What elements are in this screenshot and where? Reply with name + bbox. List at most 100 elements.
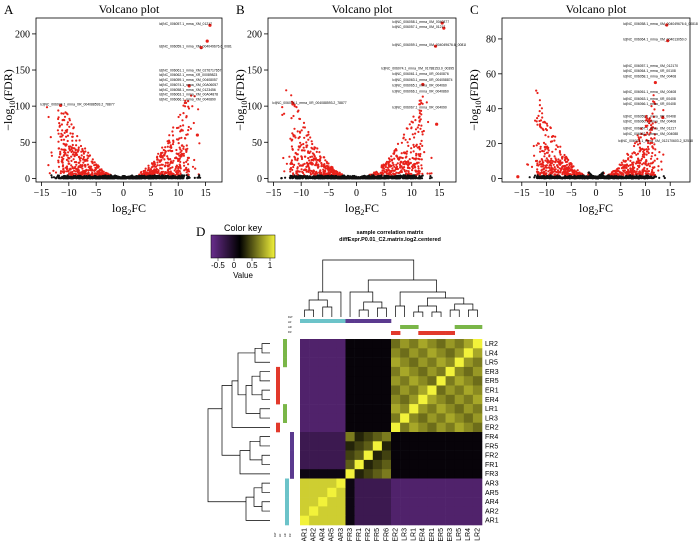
volcano-c-point — [549, 160, 551, 162]
volcano-a-point — [139, 177, 141, 179]
volcano-a-point — [197, 108, 199, 110]
volcano-a-point — [157, 176, 159, 178]
volcano-b-point — [407, 145, 409, 147]
volcano-b-point — [323, 156, 325, 158]
volcano-b-point — [314, 164, 316, 166]
volcano-a-point — [82, 162, 84, 164]
volcano-a-point — [153, 161, 155, 163]
volcano-b-point — [420, 113, 422, 115]
volcano-a-point — [177, 139, 179, 141]
volcano-c-point — [555, 168, 557, 170]
volcano-b-point — [346, 176, 348, 178]
volcano-a-title: Volcano plot — [99, 2, 160, 16]
volcano-b-point — [307, 139, 309, 141]
volcano-a-point — [77, 149, 79, 151]
volcano-c-gene-label: lcl|NC_006066.1_mrna_XR_00408 — [623, 102, 676, 106]
volcano-b-gene-label: lcl|NC_006065.1_mrna_XR_004060 — [392, 84, 447, 88]
volcano-b-point — [410, 127, 412, 129]
volcano-a-point — [65, 176, 67, 178]
volcano-c-gene-label: lcl|NC_006061.1_mrna_XM_00408 — [623, 90, 676, 94]
volcano-a-point — [192, 166, 194, 168]
volcano-b-point — [311, 156, 313, 158]
volcano-b-point — [403, 134, 405, 136]
volcano-c-point — [637, 143, 639, 145]
volcano-c-point — [622, 176, 624, 178]
volcano-a-point — [57, 141, 59, 143]
volcano-b-point — [322, 169, 324, 171]
volcano-a-point — [67, 140, 69, 142]
volcano-a-x-tick-label: 15 — [201, 188, 211, 199]
volcano-a-point — [87, 169, 89, 171]
volcano-a-point — [78, 169, 80, 171]
volcano-c-point — [651, 152, 653, 154]
volcano-a-point — [73, 158, 75, 160]
volcano-c-point — [645, 170, 647, 172]
volcano-b-point — [406, 128, 408, 130]
volcano-b-point — [413, 146, 415, 148]
volcano-c-point — [653, 94, 655, 96]
volcano-a-point — [80, 171, 82, 173]
volcano-c-point — [536, 168, 538, 170]
volcano-b-point — [298, 118, 300, 120]
volcano-c-point — [559, 171, 561, 173]
volcano-c-point — [570, 166, 572, 168]
volcano-b-point — [409, 158, 411, 160]
volcano-a-point — [68, 157, 70, 159]
volcano-c-point — [654, 160, 656, 162]
volcano-a-point — [71, 151, 73, 153]
volcano-c-point — [626, 167, 628, 169]
volcano-a-point — [61, 123, 63, 125]
volcano-a-point — [163, 158, 165, 160]
volcano-b-point — [418, 117, 420, 119]
volcano-a-point — [179, 161, 181, 163]
volcano-a-gene-label: lcl|NC_006063.1_mrna_XM_00A04878 — [159, 92, 218, 96]
volcano-c-point — [569, 177, 571, 179]
volcano-c-point — [622, 159, 624, 161]
volcano-a-point — [161, 147, 163, 149]
volcano-c-gene-label: lcl|NC_006063.1_mrna_XR_00408 — [623, 97, 676, 101]
volcano-c-point — [627, 154, 629, 156]
volcano-a-point — [152, 175, 154, 177]
volcano-c-point — [560, 177, 562, 179]
volcano-c-point — [607, 176, 609, 178]
volcano-a-point — [78, 177, 80, 179]
volcano-b-point — [304, 156, 306, 158]
volcano-b-point — [409, 138, 411, 140]
volcano-a-point — [50, 136, 52, 138]
volcano-b-point — [395, 155, 397, 157]
volcano-c-point — [567, 172, 569, 174]
volcano-c-point — [623, 170, 625, 172]
volcano-a-point — [71, 171, 73, 173]
volcano-b-x-tick-label: 15 — [434, 188, 444, 199]
volcano-b-point — [299, 171, 301, 173]
volcano-a-y-axis-label: −log10(FDR) — [1, 69, 17, 130]
volcano-b-point — [401, 152, 403, 154]
volcano-b-point — [320, 165, 322, 167]
volcano-b-gene-label: lcl|NC_006074.1_mrna_XM_01788153.0_00395 — [381, 66, 454, 70]
volcano-a-point — [187, 129, 189, 131]
volcano-c-point — [605, 177, 607, 179]
volcano-c-point — [635, 154, 637, 156]
volcano-a-point — [149, 175, 151, 177]
volcano-c-point — [639, 177, 641, 179]
volcano-c-point — [653, 108, 655, 110]
volcano-c-point — [588, 172, 590, 174]
volcano-b-point — [389, 164, 391, 166]
volcano-a-data-point — [206, 40, 209, 43]
volcano-b-point — [419, 100, 421, 102]
volcano-a-point — [170, 170, 172, 172]
volcano-b-point — [308, 159, 310, 161]
volcano-b-point — [294, 159, 296, 161]
volcano-c-point — [644, 149, 646, 151]
volcano-b-point — [289, 177, 291, 179]
volcano-c-point — [662, 154, 664, 156]
volcano-b-point — [420, 125, 422, 127]
volcano-b-point — [414, 119, 416, 121]
volcano-a-point — [186, 174, 188, 176]
volcano-c-point — [548, 154, 550, 156]
volcano-a-point — [147, 177, 149, 179]
volcano-c-point — [648, 170, 650, 172]
volcano-b-point — [392, 153, 394, 155]
volcano-c-point — [547, 170, 549, 172]
